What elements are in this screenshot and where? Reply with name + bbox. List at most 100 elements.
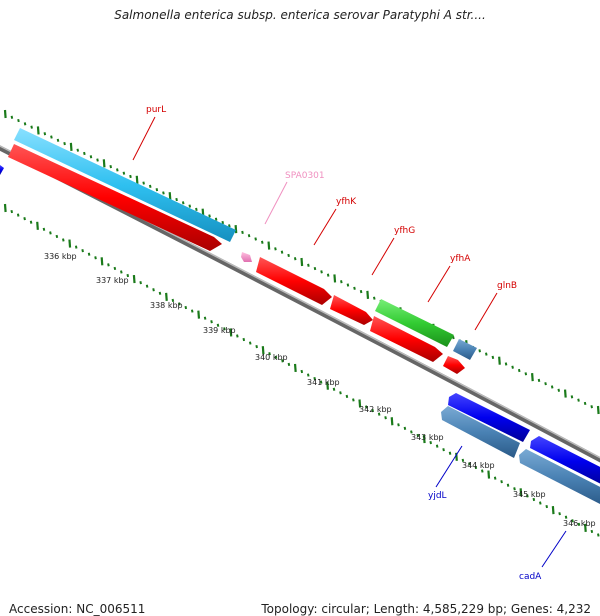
- minor-tick: [247, 234, 251, 238]
- major-tick: [487, 470, 491, 479]
- gene-label-yjdl: yjdL: [428, 491, 447, 501]
- minor-tick: [429, 440, 432, 445]
- minor-tick: [145, 284, 149, 288]
- gene-labels: purL SPA0301 yfhK yfhG yfhA glnB yjdL ca…: [132, 105, 567, 582]
- minor-tick: [583, 401, 587, 406]
- gene-left-stub[interactable]: [0, 165, 4, 175]
- minor-tick: [410, 430, 413, 434]
- major-tick: [300, 257, 304, 267]
- minor-tick: [435, 444, 439, 448]
- minor-tick: [590, 529, 594, 534]
- minor-tick: [571, 519, 574, 523]
- tick-label: 343 kbp: [411, 433, 444, 442]
- tick-label: 340 kbp: [255, 353, 288, 362]
- minor-tick: [491, 355, 495, 359]
- minor-tick: [16, 213, 20, 217]
- minor-tick: [307, 263, 310, 267]
- minor-tick: [122, 171, 126, 175]
- minor-tick: [10, 209, 14, 214]
- gene-spa0301[interactable]: [241, 252, 252, 262]
- major-tick: [498, 356, 501, 365]
- minor-tick: [359, 289, 363, 294]
- gene-glnb-red[interactable]: [443, 356, 465, 374]
- gene-green[interactable]: [375, 299, 454, 347]
- minor-tick: [557, 388, 561, 392]
- minor-tick: [590, 405, 593, 409]
- gene-label-yfhk: yfhK: [336, 197, 357, 207]
- minor-tick: [372, 296, 376, 300]
- minor-tick: [107, 263, 110, 267]
- minor-tick: [89, 155, 93, 159]
- minor-tick: [221, 220, 225, 225]
- gene-yfhk[interactable]: [256, 257, 332, 305]
- minor-tick: [236, 334, 239, 338]
- minor-tick: [116, 168, 119, 172]
- minor-tick: [513, 487, 516, 491]
- genome-map[interactable]: purL SPA0301 yfhK yfhG yfhA glnB yjdL ca…: [0, 0, 600, 600]
- minor-tick: [544, 382, 547, 386]
- gene-yfha[interactable]: [370, 316, 443, 362]
- gene-cada[interactable]: [519, 449, 600, 506]
- minor-tick: [56, 138, 60, 142]
- minor-tick: [403, 426, 407, 430]
- tick-label: 336 kbp: [44, 252, 77, 261]
- minor-tick: [190, 309, 194, 313]
- gene-blue-2[interactable]: [530, 436, 600, 486]
- tick-label: 341 kbp: [307, 378, 340, 387]
- minor-tick: [416, 433, 420, 438]
- gene-yfhg[interactable]: [330, 295, 373, 325]
- minor-tick: [539, 501, 542, 505]
- accession-text: Accession: NC_006511: [9, 602, 146, 616]
- major-tick: [69, 142, 73, 151]
- gene-label-yfhg: yfhG: [394, 226, 415, 236]
- minor-tick: [526, 494, 529, 498]
- minor-tick: [254, 237, 257, 241]
- inner-scale-track: [3, 203, 600, 537]
- minor-tick: [94, 256, 97, 260]
- gene-yjdl[interactable]: [441, 406, 520, 458]
- major-tick: [229, 328, 233, 337]
- minor-tick: [43, 132, 47, 136]
- major-tick: [261, 346, 265, 355]
- minor-tick: [448, 451, 452, 455]
- major-tick: [165, 292, 168, 301]
- minor-tick: [158, 291, 162, 295]
- minor-tick: [558, 512, 561, 516]
- minor-tick: [63, 141, 66, 146]
- minor-tick: [545, 504, 549, 509]
- major-tick: [596, 405, 600, 415]
- major-tick: [326, 381, 329, 390]
- minor-tick: [242, 337, 246, 342]
- tick-label: 345 kbp: [513, 490, 546, 499]
- minor-tick: [175, 197, 178, 202]
- major-tick: [358, 399, 362, 408]
- major-tick: [267, 241, 271, 250]
- gene-purl[interactable]: [8, 144, 222, 251]
- minor-tick: [214, 217, 218, 221]
- minor-tick: [384, 416, 387, 420]
- minor-tick: [577, 522, 581, 526]
- gene-label-purl: purL: [146, 105, 166, 115]
- minor-tick: [23, 217, 26, 221]
- tick-label: 337 kbp: [96, 276, 129, 285]
- minor-tick: [397, 423, 400, 427]
- minor-tick: [570, 395, 574, 399]
- minor-tick: [485, 352, 488, 356]
- minor-tick: [371, 408, 374, 413]
- minor-tick: [352, 398, 355, 402]
- gene-glnb[interactable]: [453, 339, 477, 360]
- minor-tick: [481, 469, 484, 473]
- gene-blue-1[interactable]: [448, 393, 530, 442]
- minor-tick: [29, 220, 33, 224]
- major-tick: [132, 275, 136, 284]
- major-tick: [102, 159, 106, 168]
- major-tick: [390, 417, 394, 426]
- major-tick: [3, 203, 7, 213]
- minor-tick: [87, 252, 91, 256]
- minor-tick: [184, 305, 188, 310]
- major-tick: [584, 523, 587, 532]
- gene-purl-cyan[interactable]: [14, 128, 236, 242]
- minor-tick: [537, 378, 541, 383]
- minor-tick: [255, 345, 258, 349]
- major-tick: [519, 488, 523, 497]
